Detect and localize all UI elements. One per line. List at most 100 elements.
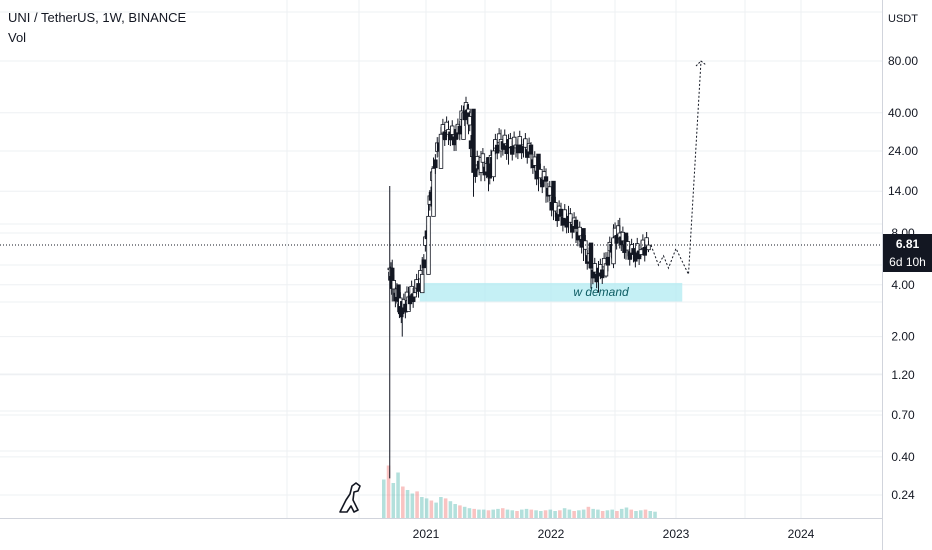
candle-body (532, 156, 537, 166)
volume-bar (396, 472, 400, 518)
volume-bar (520, 509, 524, 518)
volume-bar (600, 511, 605, 518)
candle-body (600, 269, 605, 279)
candle-body (433, 159, 438, 169)
volume-bar (472, 508, 476, 518)
time-tick-label: 2022 (538, 527, 565, 541)
volume-bar (596, 509, 600, 518)
volume-bar (610, 509, 614, 518)
candle-body (638, 249, 644, 255)
volume-bar (619, 508, 624, 518)
volume-bar (524, 508, 529, 518)
candle-body (577, 226, 582, 237)
volume-bar (510, 510, 515, 518)
candle-body (438, 133, 444, 169)
candle-body (473, 168, 478, 177)
candle-body (421, 259, 427, 269)
time-tick-label: 2024 (788, 527, 815, 541)
volume-bar (581, 509, 586, 518)
candle-body (646, 244, 651, 251)
candle-body (603, 263, 609, 277)
candle-body (633, 252, 638, 262)
volume-bar (577, 510, 581, 518)
volume-bar (643, 509, 648, 518)
volume-bar (462, 506, 467, 518)
volume-bar (539, 511, 543, 518)
volume-bar (553, 511, 557, 518)
volume-bar (558, 510, 562, 518)
volume-bar (624, 507, 629, 518)
volume-bar (453, 504, 457, 518)
volume-bar (477, 509, 481, 518)
volume-bar (410, 493, 415, 518)
price-tick-label: 24.00 (888, 144, 918, 158)
volume-bar (386, 465, 391, 518)
volume-bar (591, 508, 595, 518)
volume-bar (467, 508, 472, 518)
candle-body (573, 219, 579, 229)
candle-body (450, 125, 455, 135)
volume-bar (420, 497, 424, 518)
candle-countdown: 6d 10h (889, 255, 926, 269)
candle-body (543, 176, 549, 182)
volume-bar (481, 509, 486, 518)
symbol-title[interactable]: UNI / TetherUS, 1W, BINANCE (8, 10, 187, 25)
candle-body (592, 263, 597, 273)
volume-bar (515, 511, 519, 518)
candle-body (471, 108, 476, 173)
volume-bar (567, 509, 572, 518)
candle-body (528, 144, 534, 155)
demand-zone-label: w demand (573, 285, 629, 299)
candle-body (508, 138, 513, 148)
candle-body (416, 283, 421, 292)
volume-bar (529, 509, 534, 518)
candle-body (517, 136, 522, 146)
volume-bar (629, 509, 634, 518)
price-axis-unit: USDT (888, 13, 918, 25)
price-tick-label: 0.70 (891, 408, 915, 422)
volume-bar (434, 502, 438, 518)
candle-body (391, 280, 397, 290)
projection-path[interactable] (650, 60, 702, 277)
candle-body (412, 292, 417, 298)
demand-zone[interactable] (419, 282, 683, 302)
volume-bar (439, 497, 443, 518)
candle-body (442, 131, 447, 141)
volume-bar (562, 508, 567, 518)
price-tick-label: 4.00 (891, 278, 915, 292)
price-tick-label: 80.00 (888, 54, 918, 68)
candle-body (491, 150, 496, 178)
volume-bar (486, 510, 491, 518)
volume-bar (548, 509, 553, 518)
price-tick-label: 1.20 (891, 368, 915, 382)
candle-body (588, 242, 594, 269)
candle-body (562, 209, 567, 219)
volume-bar (572, 511, 576, 518)
volume-bar (653, 511, 657, 518)
volume-label[interactable]: Vol (8, 30, 27, 45)
tradingview-logo-icon (339, 482, 361, 513)
candle-body (515, 144, 521, 154)
volume-bar (634, 511, 638, 518)
candle-body (487, 169, 492, 179)
time-tick-label: 2021 (413, 527, 440, 541)
candle-body (495, 144, 500, 154)
volume-bar (615, 511, 619, 518)
candle-body (553, 202, 558, 212)
candle-body (502, 134, 507, 145)
chart-legend: UNI / TetherUS, 1W, BINANCE Vol (8, 8, 186, 48)
volume-bar (491, 509, 496, 518)
candle-body (605, 256, 611, 266)
candle-body (611, 237, 616, 265)
volume-bar (443, 498, 448, 518)
volume-bar (391, 483, 396, 518)
volume-bar (382, 479, 386, 518)
candle-body (467, 116, 472, 126)
current-price-value: 6.81 (895, 237, 920, 251)
volume-bar (638, 510, 643, 518)
candle-body (625, 241, 631, 251)
volume-bar (500, 508, 505, 518)
candle-body (466, 108, 471, 114)
